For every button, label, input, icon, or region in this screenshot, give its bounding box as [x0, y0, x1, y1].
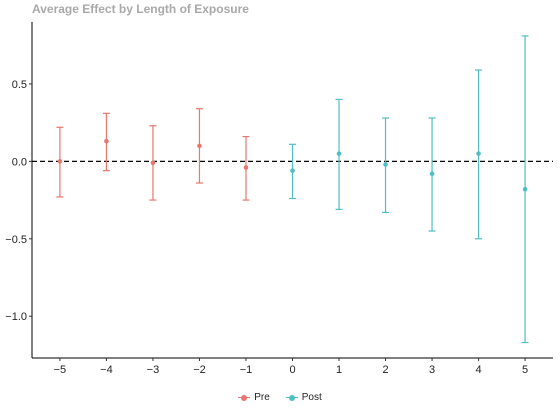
point-estimate-pre: [57, 159, 63, 164]
y-tick-label: −0.5: [5, 234, 27, 246]
axes: −1.0 −0.5 0.0 0.5 −5 −4 −3 −2 −1 0 1 2 3 4 5: [5, 22, 553, 376]
x-tick-label: 4: [476, 364, 482, 376]
x-tick-label: −1: [240, 364, 253, 376]
point-estimate-pre: [150, 160, 156, 166]
y-tick-label: 0.5: [12, 79, 27, 91]
point-estimate-post: [522, 186, 528, 192]
chart-title: Average Effect by Length of Exposure: [32, 2, 249, 16]
legend-label-post: Post: [301, 392, 322, 403]
legend-item-post: Post: [285, 392, 322, 403]
point-estimate-post: [476, 151, 481, 156]
point-estimate-post: [383, 162, 388, 167]
legend: Pre Post: [0, 392, 560, 403]
x-tick-label: −2: [193, 364, 206, 376]
x-tick-label: −3: [147, 364, 160, 376]
x-tick-label: −4: [100, 364, 113, 376]
error-bar-marks: [56, 35, 529, 344]
point-estimate-post: [429, 171, 435, 177]
x-tick-label: 1: [336, 364, 342, 376]
point-estimate-pre: [104, 138, 109, 144]
point-estimate-post: [290, 168, 295, 173]
point-estimate-pre: [197, 143, 202, 149]
x-tick-label: 3: [429, 364, 435, 376]
legend-item-pre: Pre: [238, 392, 270, 403]
x-tick-label: 5: [522, 364, 528, 376]
point-estimate-pre: [243, 165, 249, 170]
legend-key-post: [285, 393, 298, 403]
x-tick-label: −5: [54, 364, 67, 376]
x-tick-label: 2: [382, 364, 388, 376]
point-estimate-post: [336, 151, 342, 156]
y-tick-label: 0.0: [12, 156, 27, 168]
legend-label-pre: Pre: [254, 392, 270, 403]
legend-key-pre: [238, 393, 251, 403]
x-tick-label: 0: [289, 364, 295, 376]
y-tick-label: −1.0: [5, 311, 27, 323]
